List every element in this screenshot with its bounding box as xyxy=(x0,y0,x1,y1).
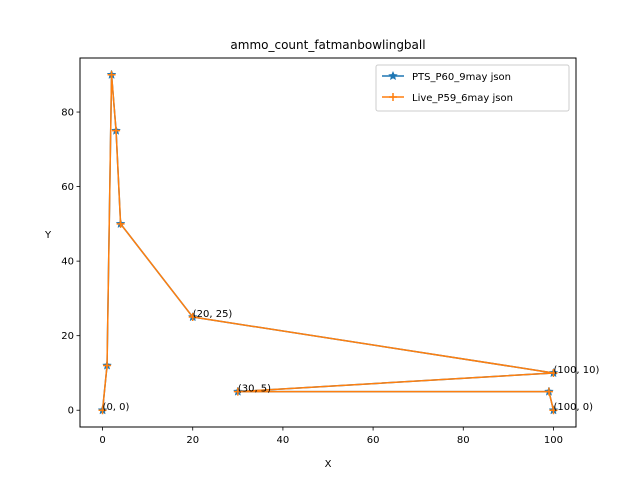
plot-area: (0, 0)(20, 25)(30, 5)(100, 10)(100, 0) xyxy=(97,69,600,415)
series-2-point xyxy=(188,313,197,322)
axis-ticks: 0 20 40 60 80 100 0 20 40 60 80 xyxy=(61,108,563,446)
series-2-point xyxy=(116,219,125,228)
legend-box xyxy=(375,64,570,112)
point-annotation: (100, 0) xyxy=(553,402,593,413)
point-annotation: (30, 5) xyxy=(238,384,271,395)
x-tick-label: 80 xyxy=(457,435,470,446)
series-2-point xyxy=(112,126,121,135)
y-axis-label: Y xyxy=(44,230,52,241)
series-2-point xyxy=(233,387,242,396)
y-tick-label: 20 xyxy=(61,331,74,342)
series-2-point xyxy=(544,387,553,396)
series-2-point xyxy=(549,406,558,415)
legend: PTS_P60_9may json Live_P59_6may json xyxy=(375,64,570,112)
legend-swatch-marker xyxy=(388,70,398,81)
legend-label: PTS_P60_9may json xyxy=(412,72,511,83)
series-2-point xyxy=(103,361,112,370)
axes-frame xyxy=(79,57,577,428)
series-2-line xyxy=(101,74,555,411)
y-tick-label: 0 xyxy=(68,406,74,417)
x-tick-label: 0 xyxy=(99,435,105,446)
series-2-point xyxy=(549,368,558,377)
x-tick-label: 100 xyxy=(544,435,563,446)
y-tick-label: 40 xyxy=(61,257,74,268)
x-tick-label: 20 xyxy=(186,435,199,446)
series-2-point xyxy=(107,70,116,79)
legend-label: Live_P59_6may json xyxy=(412,93,513,104)
series-2 xyxy=(98,70,558,415)
x-tick-label: 40 xyxy=(277,435,290,446)
point-annotation: (0, 0) xyxy=(103,402,130,413)
y-tick-label: 80 xyxy=(61,108,74,119)
point-annotation: (20, 25) xyxy=(193,309,233,320)
x-tick-label: 60 xyxy=(367,435,380,446)
x-axis-label: X xyxy=(325,459,332,470)
legend-swatch-marker xyxy=(389,93,397,101)
series-2-point xyxy=(98,406,107,415)
y-tick-label: 60 xyxy=(61,182,74,193)
chart-title: ammo_count_fatmanbowlingball xyxy=(230,38,425,52)
